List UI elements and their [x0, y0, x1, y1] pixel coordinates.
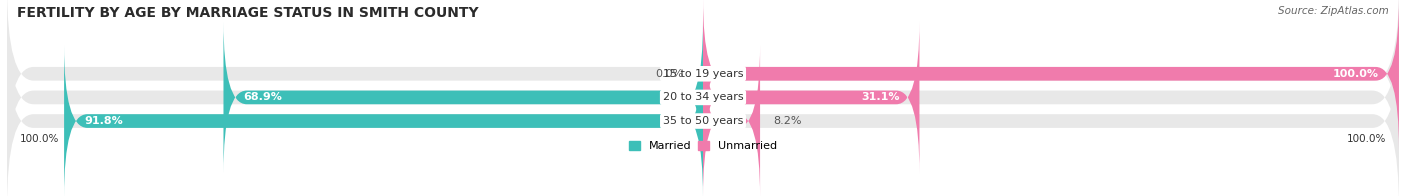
Text: 100.0%: 100.0%	[20, 134, 59, 144]
FancyBboxPatch shape	[7, 0, 1399, 162]
Text: 68.9%: 68.9%	[243, 92, 283, 102]
FancyBboxPatch shape	[703, 45, 761, 196]
Text: 91.8%: 91.8%	[84, 116, 122, 126]
FancyBboxPatch shape	[7, 10, 1399, 185]
Text: FERTILITY BY AGE BY MARRIAGE STATUS IN SMITH COUNTY: FERTILITY BY AGE BY MARRIAGE STATUS IN S…	[17, 6, 478, 20]
FancyBboxPatch shape	[224, 22, 703, 173]
Text: 8.2%: 8.2%	[773, 116, 801, 126]
Text: Source: ZipAtlas.com: Source: ZipAtlas.com	[1278, 6, 1389, 16]
Text: 0.0%: 0.0%	[655, 69, 683, 79]
FancyBboxPatch shape	[703, 0, 1399, 150]
Legend: Married, Unmarried: Married, Unmarried	[630, 141, 776, 151]
Text: 35 to 50 years: 35 to 50 years	[662, 116, 744, 126]
FancyBboxPatch shape	[703, 22, 920, 173]
Text: 100.0%: 100.0%	[1347, 134, 1386, 144]
FancyBboxPatch shape	[7, 33, 1399, 196]
Text: 31.1%: 31.1%	[860, 92, 900, 102]
Text: 15 to 19 years: 15 to 19 years	[662, 69, 744, 79]
FancyBboxPatch shape	[65, 45, 703, 196]
Text: 20 to 34 years: 20 to 34 years	[662, 92, 744, 102]
Text: 100.0%: 100.0%	[1333, 69, 1379, 79]
